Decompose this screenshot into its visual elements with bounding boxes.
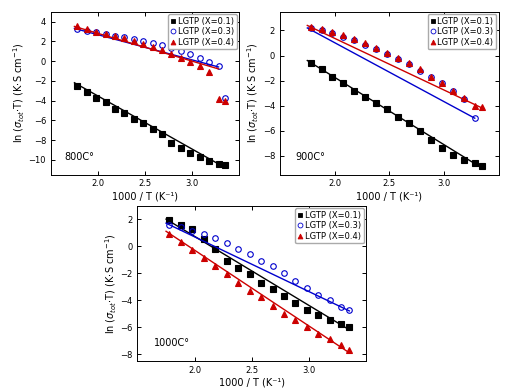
Y-axis label: ln ($\sigma_{tot}$$\cdot$T) (K$\cdot$S cm$^{-1}$): ln ($\sigma_{tot}$$\cdot$T) (K$\cdot$S c… — [103, 233, 119, 334]
X-axis label: 1000 / T (K⁻¹): 1000 / T (K⁻¹) — [112, 191, 178, 201]
X-axis label: 1000 / T (K⁻¹): 1000 / T (K⁻¹) — [219, 378, 285, 388]
Y-axis label: ln ($\sigma_{tot}$$\cdot$T) (K$\cdot$S cm$^{-1}$): ln ($\sigma_{tot}$$\cdot$T) (K$\cdot$S c… — [12, 43, 27, 144]
Text: 900C°: 900C° — [295, 152, 325, 161]
Y-axis label: ln ($\sigma_{tot}$$\cdot$T) (K$\cdot$S cm$^{-1}$): ln ($\sigma_{tot}$$\cdot$T) (K$\cdot$S c… — [246, 43, 261, 144]
Text: 1000C°: 1000C° — [154, 338, 189, 348]
Legend: LGTP (X=0.1), LGTP (X=0.3), LGTP (X=0.4): LGTP (X=0.1), LGTP (X=0.3), LGTP (X=0.4) — [295, 208, 364, 244]
Legend: LGTP (X=0.1), LGTP (X=0.3), LGTP (X=0.4): LGTP (X=0.1), LGTP (X=0.3), LGTP (X=0.4) — [168, 14, 237, 50]
Legend: LGTP (X=0.1), LGTP (X=0.3), LGTP (X=0.4): LGTP (X=0.1), LGTP (X=0.3), LGTP (X=0.4) — [428, 14, 496, 50]
X-axis label: 1000 / T (K⁻¹): 1000 / T (K⁻¹) — [356, 191, 422, 201]
Text: 800C°: 800C° — [64, 152, 94, 161]
